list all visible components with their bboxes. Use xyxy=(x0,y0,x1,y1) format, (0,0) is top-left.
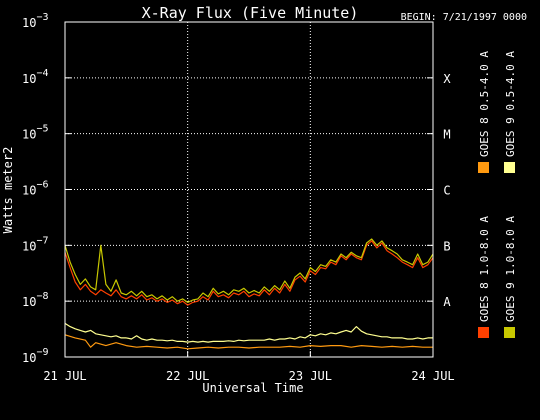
flare-class-label: X xyxy=(443,72,451,86)
legend-swatch xyxy=(478,162,489,173)
series-line-3 xyxy=(64,322,433,343)
y-tick-label: 10−9 xyxy=(22,347,49,365)
begin-date-label: BEGIN: 7/21/1997 0000 xyxy=(401,12,527,23)
legend: GOES 8 1.0-8.0 A GOES 8 0.5-4.0 A GOES 9 1… xyxy=(478,51,517,338)
y-tick-label: 10−6 xyxy=(22,180,49,198)
legend-swatch xyxy=(504,327,515,338)
y-tick-label: 10−4 xyxy=(22,68,49,86)
x-axis-label: Universal Time xyxy=(202,381,303,395)
x-axis-ticks: 21 JUL 22 JUL 23 JUL 24 JUL xyxy=(43,351,455,383)
y-tick-label: 10−7 xyxy=(22,235,49,253)
legend-label: GOES 9 1.0-8.0 A xyxy=(504,216,517,322)
series-line-1 xyxy=(64,240,434,306)
flare-class-label: C xyxy=(443,184,450,198)
x-tick-label: 23 JUL xyxy=(289,369,332,383)
x-tick-label: 24 JUL xyxy=(411,369,454,383)
flare-class-label: A xyxy=(443,295,451,309)
y-axis-label: Watts meter2 xyxy=(1,147,15,234)
flare-class-labels: A B C M X xyxy=(443,72,451,309)
series-line-2 xyxy=(64,334,433,350)
y-axis-ticks: 10−9 10−8 10−7 10−6 10−5 10−4 10−3 xyxy=(22,12,433,365)
series-line-4 xyxy=(64,238,434,303)
flare-class-label: M xyxy=(443,128,450,142)
chart-title: X-Ray Flux (Five Minute) xyxy=(142,4,359,22)
series-lines xyxy=(64,238,434,350)
x-tick-label: 22 JUL xyxy=(166,369,209,383)
grid-lines xyxy=(65,22,433,357)
y-tick-label: 10−3 xyxy=(22,12,49,30)
legend-label: GOES 8 0.5-4.0 A xyxy=(478,51,491,157)
legend-swatch xyxy=(504,162,515,173)
legend-swatch xyxy=(478,327,489,338)
y-tick-label: 10−8 xyxy=(22,291,49,309)
legend-label: GOES 8 1.0-8.0 A xyxy=(478,216,491,322)
x-tick-label: 21 JUL xyxy=(43,369,86,383)
y-tick-label: 10−5 xyxy=(22,124,49,142)
legend-label: GOES 9 0.5-4.0 A xyxy=(504,51,517,157)
flare-class-label: B xyxy=(443,239,450,253)
